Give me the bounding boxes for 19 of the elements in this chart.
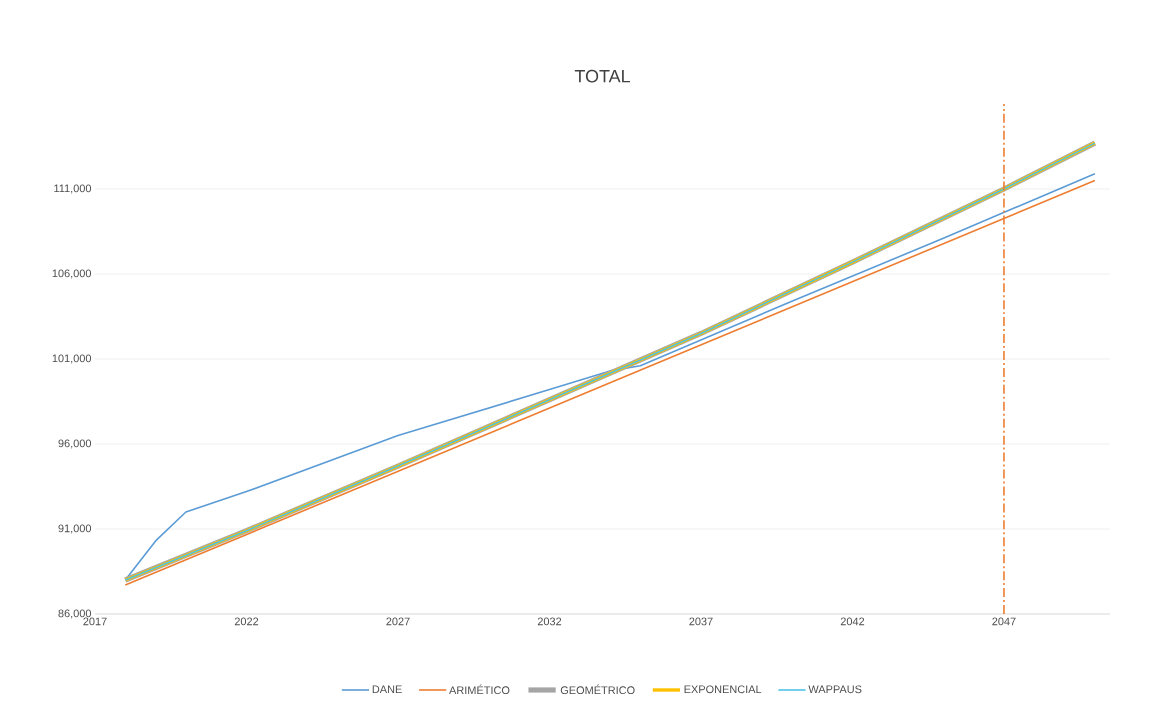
- y-tick-label: 106,000: [52, 269, 92, 279]
- y-tick-label: 86,000: [58, 609, 92, 619]
- y-tick-label: 96,000: [58, 439, 92, 449]
- y-tick-label: 101,000: [52, 354, 92, 364]
- x-tick-label: 2042: [840, 617, 865, 626]
- legend-label: EXPONENCIAL: [684, 685, 762, 694]
- y-tick-label: 111,000: [54, 184, 92, 194]
- x-tick-label: 2017: [83, 617, 107, 626]
- x-tick-label: 2037: [689, 617, 713, 626]
- x-tick-label: 2047: [992, 617, 1016, 626]
- x-tick-label: 2027: [386, 617, 410, 626]
- chart-title: TOTAL: [574, 69, 630, 83]
- legend-label: WAPPAUS: [808, 685, 862, 694]
- y-tick-label: 91,000: [58, 524, 92, 534]
- x-tick-label: 2022: [234, 617, 259, 626]
- legend-label: GEOMÉTRICO: [560, 684, 635, 695]
- x-tick-label: 2032: [537, 617, 562, 626]
- legend-label: ARIMÉTICO: [449, 684, 510, 695]
- legend-label: DANE: [372, 685, 402, 694]
